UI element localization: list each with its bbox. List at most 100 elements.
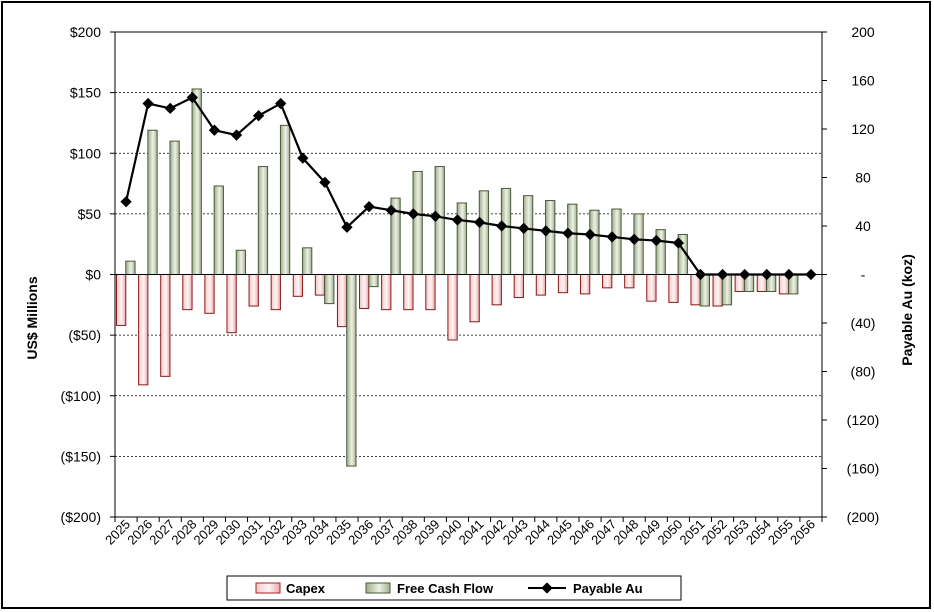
payable-au-polyline bbox=[124, 96, 811, 276]
fcf-bar-2035 bbox=[346, 274, 357, 467]
payable-au-marker-2040 bbox=[451, 214, 464, 226]
left-tick-label: $50 bbox=[78, 206, 102, 222]
left-tick-label: $0 bbox=[85, 267, 101, 283]
capex-bar-2039 bbox=[425, 274, 436, 311]
fcf-bar-2042 bbox=[500, 187, 512, 276]
legend-label-payable-au: Payable Au bbox=[573, 581, 643, 596]
right-tick-label: (160) bbox=[847, 461, 880, 477]
fcf-bar-2029 bbox=[213, 185, 224, 275]
fcf-bar-2025 bbox=[125, 260, 136, 276]
capex-bar-2035 bbox=[336, 274, 348, 328]
capex-bar-2026 bbox=[138, 274, 149, 386]
capex-bar-2025 bbox=[116, 274, 127, 326]
legend-swatch-free-cash-flow bbox=[365, 582, 391, 594]
capex-bar-2038 bbox=[403, 274, 414, 311]
left-tick-label: $150 bbox=[70, 85, 101, 101]
bars bbox=[116, 88, 799, 467]
right-tick-label: (40) bbox=[851, 315, 876, 331]
right-tick-label: (200) bbox=[847, 509, 880, 525]
capex-bar-2036 bbox=[359, 274, 370, 309]
capex-bar-2050 bbox=[668, 274, 679, 303]
fcf-bar-2048 bbox=[633, 213, 644, 275]
fcf-bar-2036 bbox=[368, 274, 379, 288]
fcf-bar-2032 bbox=[279, 124, 291, 275]
payable-au-marker-2037 bbox=[385, 204, 397, 216]
legend-label-free-cash-flow: Free Cash Flow bbox=[397, 581, 494, 596]
capex-bar-2042 bbox=[491, 274, 502, 306]
fcf-bar-2044 bbox=[545, 200, 556, 276]
legend-box bbox=[226, 575, 682, 601]
left-tick-label: ($150) bbox=[61, 448, 101, 464]
right-axis: 200 160 120 80 40 - (40) (80) (120) (160) (200) bbox=[822, 24, 879, 525]
capex-bar-2051 bbox=[690, 274, 701, 306]
fcf-bar-2031 bbox=[257, 166, 269, 275]
capex-bar-2034 bbox=[314, 274, 326, 296]
capex-bar-2048 bbox=[624, 274, 635, 289]
capex-bar-2027 bbox=[160, 274, 171, 377]
fcf-bar-2052 bbox=[721, 274, 733, 306]
payable-au-marker-2053 bbox=[739, 268, 751, 281]
fcf-bar-2047 bbox=[611, 208, 622, 275]
payable-au-marker-2044 bbox=[540, 225, 552, 237]
right-tick-label: - bbox=[861, 267, 866, 283]
legend-label-capex: Capex bbox=[286, 581, 326, 596]
payable-au-marker-2041 bbox=[473, 216, 486, 229]
fcf-bar-2038 bbox=[412, 170, 423, 275]
right-axis-title: Payable Au (koz) bbox=[899, 254, 915, 366]
left-axis-title: US$ Millions bbox=[24, 276, 40, 359]
right-tick-label: (120) bbox=[847, 412, 880, 428]
capex-bar-2041 bbox=[469, 274, 480, 323]
payable-au-marker-2055 bbox=[783, 268, 795, 281]
fcf-bar-2040 bbox=[456, 202, 467, 275]
capex-bar-2052 bbox=[712, 274, 723, 307]
fcf-bar-2046 bbox=[589, 209, 600, 275]
capex-bar-2045 bbox=[557, 274, 569, 294]
payable-au-marker-2036 bbox=[363, 200, 375, 213]
capex-bar-2032 bbox=[270, 274, 281, 311]
capex-bar-2033 bbox=[292, 274, 304, 297]
right-tick-label: 120 bbox=[851, 121, 875, 137]
payable-au-marker-2039 bbox=[429, 210, 442, 222]
right-tick-label: 200 bbox=[851, 24, 875, 40]
payable-au-marker-2034 bbox=[319, 176, 331, 189]
payable-au-marker-2052 bbox=[716, 268, 729, 281]
capex-bar-2028 bbox=[182, 274, 193, 311]
fcf-bar-2026 bbox=[147, 129, 158, 275]
payable-au-marker-2043 bbox=[518, 222, 530, 235]
left-tick-label: ($200) bbox=[61, 509, 101, 525]
capex-bar-2037 bbox=[381, 274, 392, 311]
legend-swatch-capex bbox=[255, 582, 281, 594]
grid-lines bbox=[115, 92, 822, 457]
capex-bar-2043 bbox=[513, 274, 524, 299]
capex-bar-2031 bbox=[248, 274, 259, 307]
fcf-bar-2045 bbox=[567, 203, 578, 275]
payable-au-marker-2056 bbox=[805, 268, 817, 281]
fcf-bar-2034 bbox=[324, 274, 335, 305]
capex-bar-2044 bbox=[535, 274, 547, 296]
payable-au-marker-2029 bbox=[208, 124, 221, 136]
left-tick-label: $100 bbox=[70, 145, 101, 161]
fcf-bar-2030 bbox=[235, 249, 247, 275]
fcf-bar-2041 bbox=[478, 190, 490, 275]
capex-bar-2030 bbox=[226, 274, 237, 334]
left-tick-label: $200 bbox=[70, 24, 101, 40]
payable-au-marker-2049 bbox=[650, 234, 662, 247]
payable-au-marker-2033 bbox=[297, 152, 309, 164]
capex-bar-2029 bbox=[204, 274, 215, 314]
fcf-bar-2033 bbox=[302, 247, 313, 275]
payable-au-line bbox=[120, 91, 817, 281]
right-tick-label: 160 bbox=[851, 73, 875, 89]
payable-au-marker-2030 bbox=[230, 129, 243, 141]
fcf-bar-2051 bbox=[699, 274, 710, 307]
fcf-bar-2027 bbox=[169, 140, 180, 275]
fcf-bar-2043 bbox=[522, 195, 534, 275]
legend: Capex Free Cash Flow Payable Au bbox=[226, 575, 682, 601]
left-tick-label: ($50) bbox=[68, 327, 101, 343]
capex-bar-2049 bbox=[646, 274, 657, 302]
legend-marker-payable-au bbox=[541, 582, 553, 594]
fcf-bar-2028 bbox=[191, 88, 202, 275]
payable-au-marker-2045 bbox=[562, 227, 574, 239]
payable-au-marker-2035 bbox=[341, 221, 353, 233]
payable-au-marker-2054 bbox=[761, 268, 773, 281]
